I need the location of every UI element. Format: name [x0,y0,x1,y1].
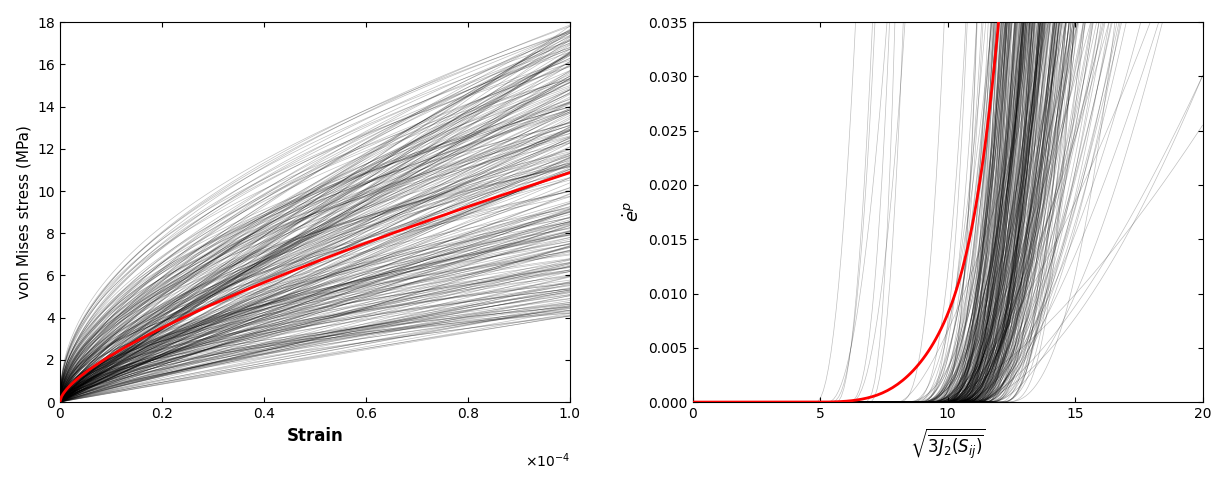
Y-axis label: $\dot{e}^p$: $\dot{e}^p$ [623,202,642,223]
Text: $\times 10^{-4}$: $\times 10^{-4}$ [524,451,570,470]
X-axis label: Strain: Strain [286,427,343,445]
Y-axis label: von Mises stress (MPa): von Mises stress (MPa) [17,125,32,299]
X-axis label: $\sqrt{\overline{3J_2(S_{ij})}}$: $\sqrt{\overline{3J_2(S_{ij})}}$ [910,427,985,461]
